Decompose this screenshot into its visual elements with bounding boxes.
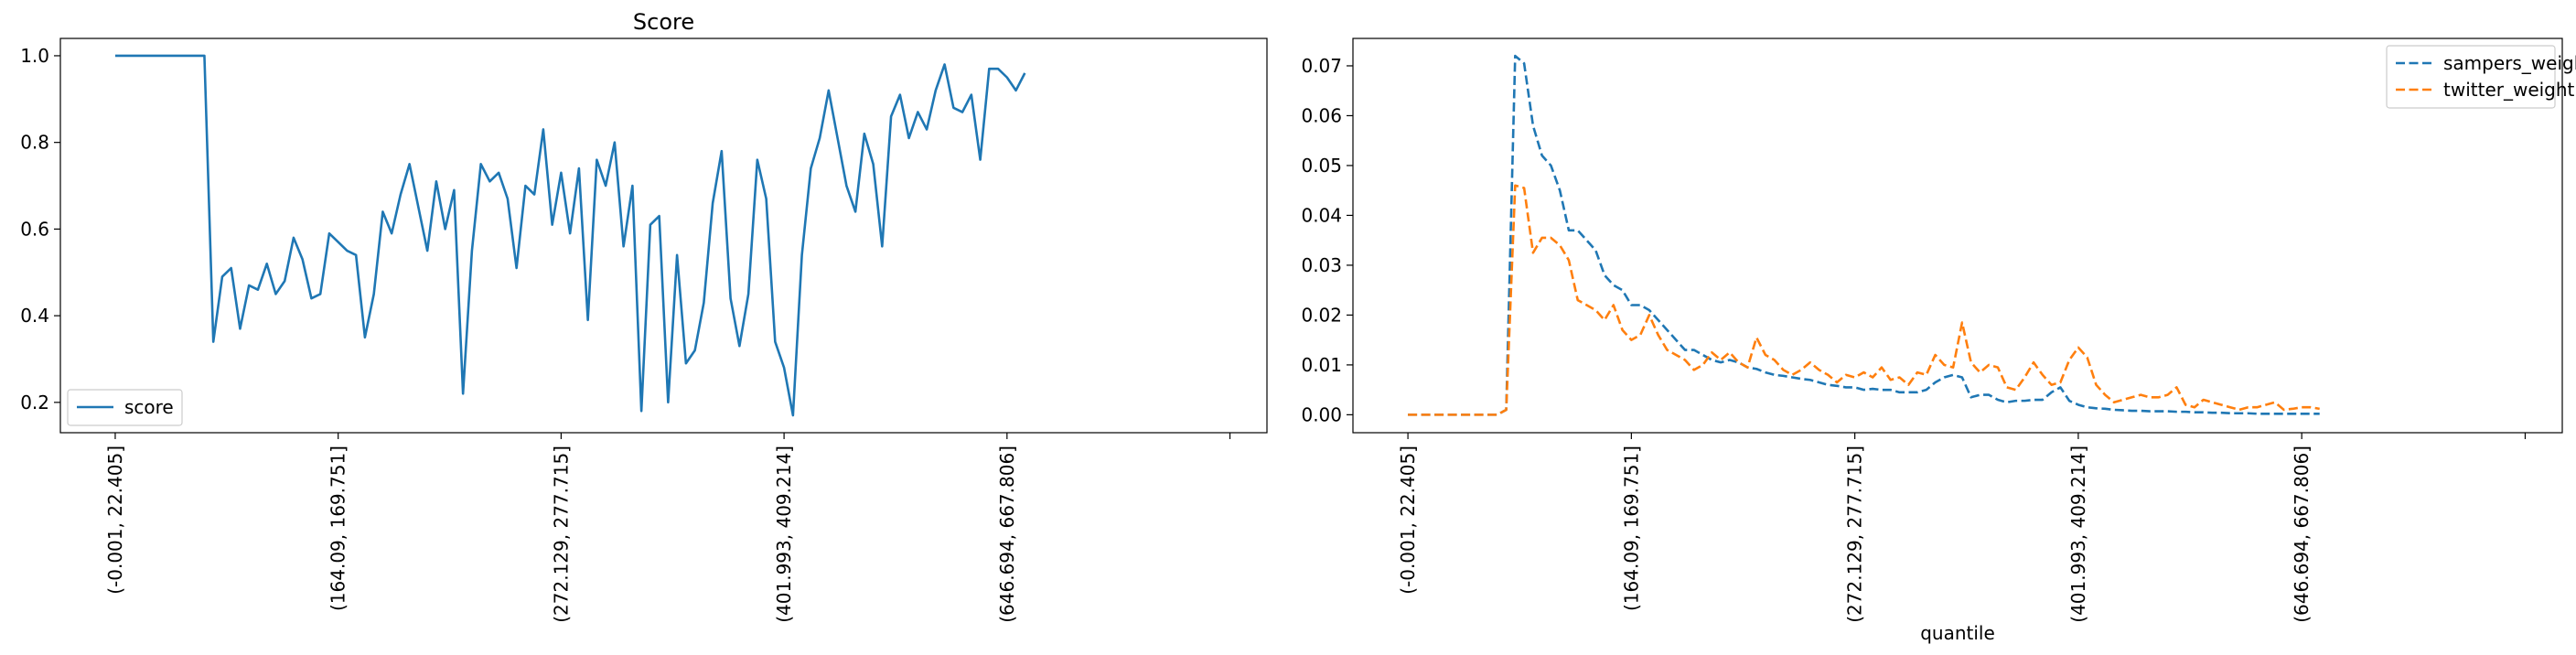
x-tick-label: (272.129, 277.715] xyxy=(1844,446,1866,623)
score-chart-panel: Score 0.2 0.4 0.6 0.8 1.0 (-0.001, 22.405] (164… xyxy=(20,9,1268,623)
legend-box xyxy=(67,389,183,426)
legend: score xyxy=(67,389,183,426)
chart-title: Score xyxy=(633,9,694,35)
y-tick-label: 0.02 xyxy=(1301,304,1342,326)
y-tick-label: 0.2 xyxy=(20,392,49,413)
x-tick-label: (272.129, 277.715] xyxy=(550,446,572,623)
series-line-twitter-weight xyxy=(1408,184,2320,416)
y-tick-label: 0.03 xyxy=(1301,254,1342,276)
series-line-sampers-weight xyxy=(1408,54,2320,416)
x-tick-label: (-0.001, 22.405] xyxy=(104,446,126,595)
y-tick-label: 0.6 xyxy=(20,218,49,240)
y-tick-label: 0.01 xyxy=(1301,354,1342,376)
y-tick-label: 0.04 xyxy=(1301,204,1342,226)
x-axis-label: quantile xyxy=(1920,622,1995,644)
y-tick-label: 1.0 xyxy=(20,45,49,67)
x-tick-label: (646.694, 667.806] xyxy=(2291,446,2313,623)
plot-frame xyxy=(59,38,1268,434)
y-tick-label: 0.06 xyxy=(1301,104,1342,126)
y-tick-label: 0.00 xyxy=(1301,403,1342,425)
y-tick-label: 0.4 xyxy=(20,305,49,327)
legend-label: twitter_weight xyxy=(2443,79,2575,101)
x-tick-label: (-0.001, 22.405] xyxy=(1397,446,1419,595)
x-tick-label: (401.993, 409.214] xyxy=(2067,446,2089,623)
series-line-score xyxy=(114,54,1026,417)
weight-chart-panel: 0.00 0.01 0.02 0.03 0.04 0.05 0.06 0.07 (-0.001,… xyxy=(1301,38,2576,644)
legend-label: score xyxy=(124,396,174,418)
plot-frame xyxy=(1352,38,2563,434)
legend-label: sampers_weight xyxy=(2443,52,2576,74)
x-tick-label: (164.09, 169.751] xyxy=(327,446,349,611)
x-tick-label: (646.694, 667.806] xyxy=(996,446,1018,623)
legend: sampers_weight twitter_weight xyxy=(2386,45,2576,109)
legend-box xyxy=(2386,45,2556,109)
x-tick-label: (164.09, 169.751] xyxy=(1620,446,1642,611)
y-tick-label: 0.05 xyxy=(1301,155,1342,177)
y-tick-label: 0.07 xyxy=(1301,55,1342,77)
y-tick-label: 0.8 xyxy=(20,132,49,154)
x-tick-label: (401.993, 409.214] xyxy=(773,446,795,623)
